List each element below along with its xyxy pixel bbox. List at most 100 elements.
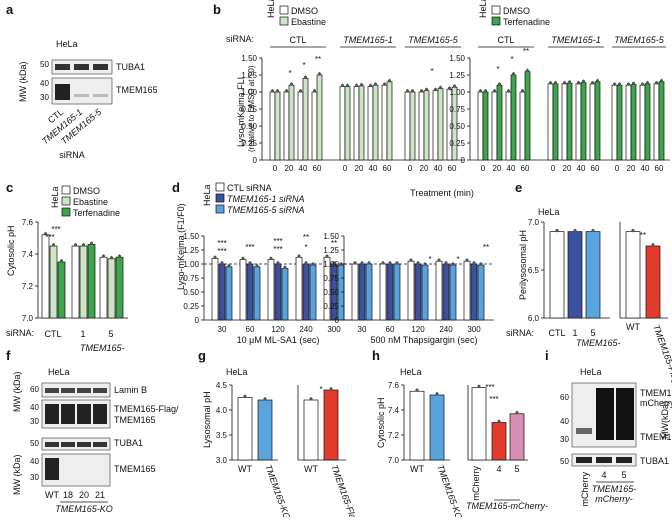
- panel-d-legend-ctl-swatch: [215, 182, 225, 192]
- panel-b-right-bar-drug-10: [644, 83, 651, 161]
- panel-f-mw-label-bottom: MW (kDa): [12, 455, 22, 496]
- panel-f-band-tuba1-3: [77, 442, 91, 447]
- panel-b-right-bar-drug-7-point: [595, 79, 600, 83]
- panel-d-right-bar-3-2-point: [451, 262, 455, 266]
- panel-b-left-bar-dmso-6-point: [368, 83, 373, 88]
- panel-d-right-time-4: 300: [467, 325, 481, 334]
- panel-h-bar-3: [491, 422, 507, 461]
- panel-d-right-time-1: 60: [386, 325, 395, 334]
- panel-b-left-bar-drug-1: [288, 84, 295, 161]
- panel-d-right-y-ticklabel-1: 0.25: [323, 302, 339, 311]
- panel-d-ylabel: Lyso-mKeima (F1/F0): [176, 203, 186, 290]
- panel-b-left-time-7: 60: [383, 164, 392, 173]
- panel-f-cell: HeLa: [48, 367, 70, 377]
- panel-d-right-bar-4-2-point: [479, 262, 483, 266]
- panel-e-ylabel: Perilysosomal pH: [518, 230, 528, 300]
- panel-h-bar-1-point: [435, 392, 439, 396]
- panel-b-right-bar-dmso-5: [561, 83, 568, 161]
- panel-a-band-tmem165-lane1: [55, 84, 70, 100]
- panel-b-ylabel-2: (relative to DMSO at T0): [247, 65, 256, 152]
- panel-h-left-y-ticklabel-2: 7.4: [388, 406, 400, 415]
- panel-h-left-group-0: WT: [410, 464, 424, 474]
- panel-b-left-bar-drug-4-point: [345, 83, 350, 88]
- panel-d-left-bar-0-1: [218, 263, 226, 321]
- panel-g-bar-3: [323, 389, 339, 461]
- panel-c-y-ticklabel-3: 7.6: [22, 218, 34, 227]
- panel-h-bar-4: [509, 413, 525, 461]
- panel-b-right-bar-dmso-4-point: [548, 81, 553, 85]
- panel-b-right-bar-dmso-9-point: [626, 82, 631, 86]
- panel-b-star-5: *: [510, 55, 513, 64]
- panel-g-cell: HeLa: [226, 367, 248, 377]
- panel-i-sub: TMEM165-: [592, 484, 637, 494]
- panel-f-mw-top-30: 30: [30, 417, 39, 426]
- panel-b-star-4: *: [496, 65, 499, 74]
- panel-d-right-bar-1-0-point: [381, 261, 385, 265]
- panel-d-right-y-ticklabel-3: 0.75: [323, 274, 339, 283]
- panel-b-right-time-10: 40: [641, 164, 650, 173]
- panel-d-right-bar-1-1: [386, 263, 394, 321]
- panel-b-legend-ebastine-swatch: [279, 16, 289, 26]
- panel-f-band-tuba1-1: [45, 442, 59, 447]
- panel-e-group-0: CTL: [548, 328, 565, 338]
- panel-i-band-5: [616, 388, 634, 440]
- panel-b-left-bar-drug-6: [372, 84, 379, 161]
- panel-e-right-group-1: TMEM165-Flag: [651, 323, 672, 385]
- panel-d-left-bar-3-0-point: [297, 254, 301, 258]
- panel-b-left-bar-drug-10: [437, 88, 444, 161]
- panel-b-xlabel: Treatment (min): [410, 188, 474, 198]
- panel-b-left-bar-dmso-3-point: [312, 89, 317, 93]
- panel-d-right-time-0: 30: [358, 325, 367, 334]
- panel-c-star-1: ***: [51, 225, 60, 234]
- panel-d-right-bar-4-2: [477, 264, 485, 321]
- panel-b-right-bar-drug-2-point: [511, 72, 516, 76]
- panel-b-right-time-0: 0: [481, 164, 486, 173]
- panel-a-mw-50: 50: [40, 60, 49, 69]
- panel-b-right-bar-drug-5-point: [567, 80, 572, 84]
- panel-i-cell: HeLa: [580, 367, 602, 377]
- panel-f-band-laminb-2: [61, 388, 75, 393]
- panel-b-left-group-2: TMEM165-5: [408, 35, 459, 45]
- panel-a-band-tuba1-lane1: [55, 64, 70, 70]
- panel-b-right-bar-drug-9: [630, 84, 637, 161]
- panel-b-right-bar-dmso-1: [491, 91, 498, 161]
- panel-b-star-1: *: [302, 61, 305, 70]
- panel-f-lane-wt: WT: [45, 490, 59, 500]
- panel-b-right-group-0: CTL: [497, 35, 514, 45]
- panel-d-legend-ctl: CTL siRNA: [227, 183, 272, 193]
- panel-b-legend-terfenadine: Terfenadine: [503, 17, 550, 27]
- panel-c-bar-0-1-point: [51, 243, 56, 247]
- panel-h-letter: h: [372, 348, 380, 363]
- panel-d-star-0: ***: [217, 239, 226, 248]
- panel-f-lane-20: 20: [79, 490, 89, 500]
- panel-b-right-bar-drug-6-point: [581, 79, 586, 84]
- panel-f-label-flag: TMEM165-Flag/: [114, 404, 179, 414]
- panel-e-bar-1-point: [573, 229, 577, 233]
- panel-d-right-bar-2-0-point: [409, 258, 413, 262]
- panel-b-cell-left: HeLa: [266, 0, 276, 18]
- panel-b-left-bar-drug-4: [344, 86, 351, 161]
- panel-d-left-time-1: 60: [246, 325, 255, 334]
- panel-i-lane-mcherry: mCherry: [580, 472, 590, 507]
- panel-b-left-time-4: 0: [343, 164, 348, 173]
- panel-e-bar-2: [585, 231, 601, 319]
- panel-b-left-bar-dmso-5: [353, 86, 360, 161]
- panel-c-bar-2-1: [107, 258, 116, 319]
- panel-b-right-y-ticklabel-6: 1.50: [449, 54, 465, 63]
- panel-g-star: *: [319, 385, 322, 394]
- panel-b-right-bar-dmso-7-point: [590, 81, 595, 85]
- panel-b-right-bar-drug-11-point: [659, 79, 664, 83]
- panel-a-band-tmem165-lane3: [93, 94, 108, 97]
- panel-b-left-time-3: 60: [313, 164, 322, 173]
- panel-h-cell: HeLa: [400, 367, 422, 377]
- panel-b-left-group-0: CTL: [289, 35, 306, 45]
- panel-b-right-bar-dmso-2-point: [506, 89, 511, 93]
- panel-b-legend-dmso: DMSO: [291, 6, 318, 16]
- panel-h-left-y-ticklabel-0: 7.0: [388, 456, 400, 465]
- panel-b-left-bar-dmso-4: [339, 86, 346, 161]
- panel-e-bar-0: [549, 231, 565, 319]
- panel-b-legend-ebastine: Ebastine: [291, 17, 326, 27]
- panel-b-right-bar-drug-1-point: [497, 82, 502, 86]
- panel-a-xlabel: siRNA: [59, 150, 85, 160]
